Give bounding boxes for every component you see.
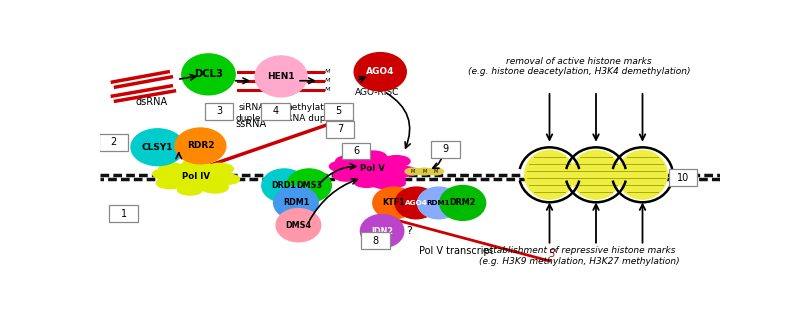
Text: dsRNA: dsRNA [135,97,167,107]
Circle shape [416,168,432,175]
Circle shape [405,168,421,175]
Text: DRM2: DRM2 [450,199,476,208]
Text: DCL3: DCL3 [194,69,223,79]
Text: 9: 9 [442,144,449,154]
Text: 4: 4 [272,107,278,117]
Text: HEN1: HEN1 [267,72,295,81]
Ellipse shape [418,187,459,219]
Ellipse shape [354,52,406,91]
Text: CLSY1: CLSY1 [142,143,174,152]
Text: 10: 10 [677,173,689,183]
FancyBboxPatch shape [361,232,390,249]
Text: DRD1: DRD1 [272,181,297,190]
Text: 3: 3 [216,107,222,117]
Circle shape [330,161,354,172]
FancyBboxPatch shape [110,205,138,222]
Text: M: M [393,77,398,82]
Ellipse shape [131,129,184,166]
Text: Pol V: Pol V [360,164,386,173]
Ellipse shape [182,54,235,95]
Circle shape [214,174,239,184]
Text: KTF1: KTF1 [382,199,405,208]
Text: IDN2: IDN2 [371,226,393,236]
Circle shape [159,163,186,175]
Circle shape [382,156,410,167]
Text: M: M [422,169,426,174]
Text: siRNA
duplex: siRNA duplex [236,103,266,123]
Text: M: M [325,78,330,83]
Circle shape [201,182,228,193]
Text: 6: 6 [353,146,359,156]
Text: M: M [411,169,415,174]
Ellipse shape [175,128,226,164]
Text: 5': 5' [548,249,557,259]
Text: M: M [325,69,330,74]
FancyBboxPatch shape [669,169,697,186]
Text: RDM1: RDM1 [282,198,309,207]
Text: 5: 5 [335,107,342,117]
Text: AGO4: AGO4 [405,200,427,206]
Text: ssRNA: ssRNA [235,119,266,129]
Circle shape [153,169,178,179]
Circle shape [427,168,443,175]
Text: M: M [292,87,297,92]
Text: DMS3: DMS3 [296,181,322,190]
Circle shape [178,185,202,195]
Text: 8: 8 [372,235,378,246]
Text: establishment of repressive histone marks
(e.g. H3K9 methylation, H3K27 methylat: establishment of repressive histone mark… [479,246,679,266]
Text: M: M [325,87,330,92]
Text: 2: 2 [110,137,117,147]
Text: AGO-RISC: AGO-RISC [355,88,399,97]
FancyBboxPatch shape [342,143,370,159]
FancyBboxPatch shape [205,103,234,120]
Circle shape [333,170,360,181]
Circle shape [341,156,405,182]
Circle shape [206,163,234,175]
Ellipse shape [618,150,667,199]
Text: removal of active histone marks
(e.g. histone deacetylation, H3K4 demethylation): removal of active histone marks (e.g. hi… [468,57,690,76]
Ellipse shape [276,208,321,242]
Circle shape [354,177,379,187]
Text: M: M [292,69,297,74]
Circle shape [378,174,405,185]
Ellipse shape [571,150,621,199]
Ellipse shape [262,169,306,202]
FancyBboxPatch shape [325,103,353,120]
FancyBboxPatch shape [261,103,290,120]
Text: ?: ? [406,226,412,236]
Text: Pol V transcript: Pol V transcript [418,246,493,256]
Text: M: M [434,169,438,174]
Ellipse shape [525,150,574,199]
Ellipse shape [373,187,415,219]
FancyBboxPatch shape [326,121,354,138]
Circle shape [336,156,363,167]
Text: AGO4: AGO4 [366,67,394,76]
Ellipse shape [286,169,331,202]
Text: 1: 1 [121,209,126,219]
Text: methylated
siRNA duplex: methylated siRNA duplex [279,103,339,123]
Ellipse shape [361,214,404,248]
Ellipse shape [274,186,318,219]
Ellipse shape [255,56,307,97]
FancyBboxPatch shape [99,134,128,150]
Text: Pol IV: Pol IV [182,172,210,181]
Ellipse shape [395,187,438,219]
Circle shape [391,166,416,177]
Circle shape [164,163,228,190]
Text: 7: 7 [337,124,343,134]
Circle shape [359,151,386,162]
FancyBboxPatch shape [431,141,459,158]
Text: RDM1: RDM1 [426,200,450,206]
Text: DMS4: DMS4 [286,221,311,230]
Text: M: M [292,78,297,83]
Text: RDR2: RDR2 [186,141,214,150]
Circle shape [157,177,184,189]
Circle shape [182,159,210,170]
Ellipse shape [440,186,486,220]
